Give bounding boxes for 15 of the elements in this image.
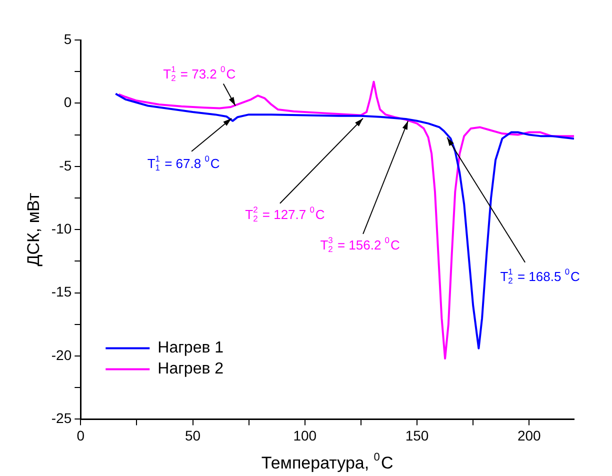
x-tick-label: 150 <box>405 427 429 444</box>
x-tick-label: 50 <box>184 427 201 444</box>
y-tick-label: -10 <box>51 220 72 236</box>
legend-label: Нагрев 2 <box>158 360 224 378</box>
y-axis-title: ДСК, мВт <box>24 192 43 266</box>
x-tick-label: 100 <box>293 427 317 444</box>
x-tick-label: 200 <box>517 427 542 444</box>
legend-label: Нагрев 1 <box>158 340 224 357</box>
y-tick-label: 5 <box>64 30 72 47</box>
y-tick-label: -5 <box>59 157 72 174</box>
y-tick-label: 0 <box>64 94 72 110</box>
y-tick-label: -15 <box>51 284 72 300</box>
y-tick-label: -25 <box>51 410 72 426</box>
x-tick-label: 0 <box>76 427 85 444</box>
y-tick-label: -20 <box>51 346 72 363</box>
